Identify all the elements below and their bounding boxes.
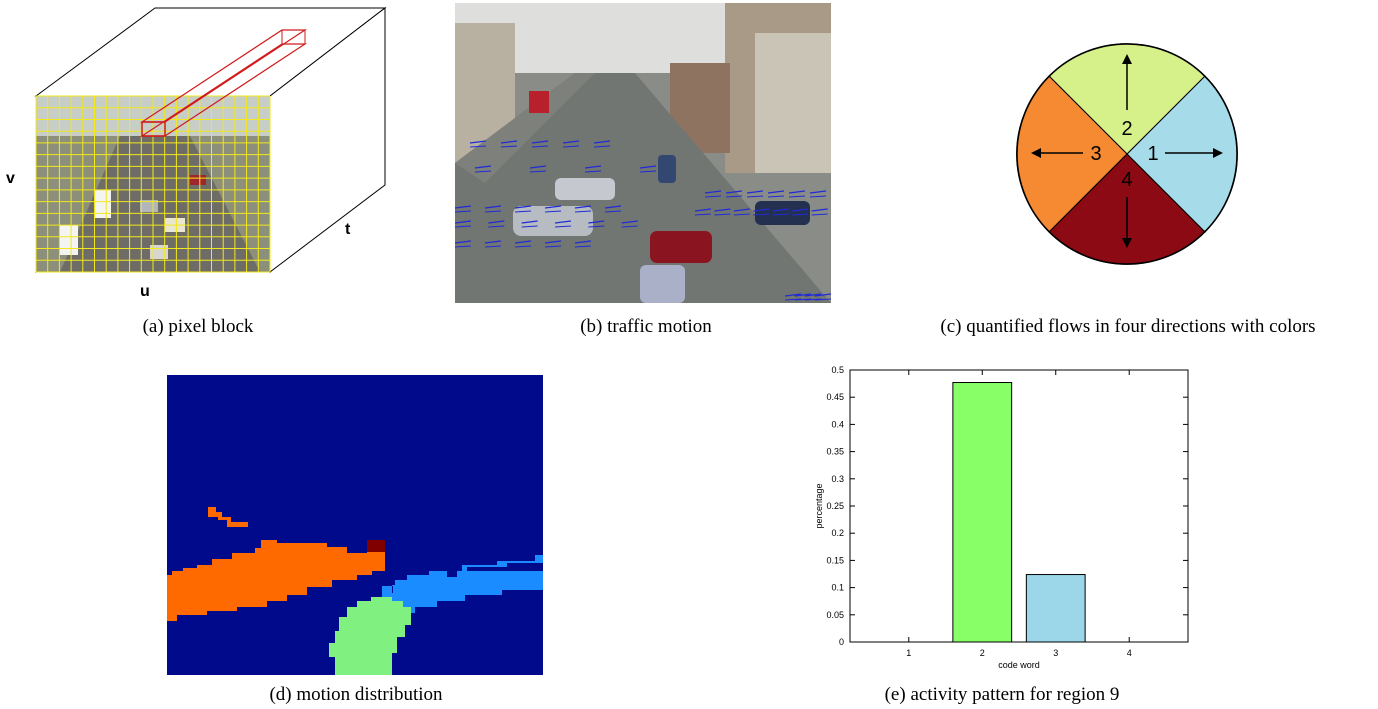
- y-axis-label: percentage: [814, 483, 824, 528]
- sector-label-1: 1: [1147, 143, 1158, 165]
- pixel-block-diagram: v u t: [0, 0, 400, 300]
- x-tick-label: 3: [1053, 648, 1058, 658]
- panel-d-motion-distribution: [167, 375, 543, 675]
- axis-v-label: v: [6, 170, 15, 187]
- caption-e: (e) activity pattern for region 9: [872, 684, 1132, 706]
- y-tick-label: 0.4: [831, 419, 844, 429]
- caption-a: (a) pixel block: [118, 316, 278, 338]
- bar-2: [953, 383, 1012, 642]
- bar-3: [1026, 575, 1085, 642]
- caption-d: (d) motion distribution: [256, 684, 456, 706]
- motion-map: [167, 375, 543, 675]
- x-tick-label: 4: [1127, 648, 1132, 658]
- sector-label-4: 4: [1121, 169, 1132, 191]
- plot-area: [850, 370, 1188, 642]
- activity-bar-chart: 0 0.05 0.1 0.15 0.2 0.25 0.3 0.35 0.4 0.45 0.5 1 2 3 4…: [800, 362, 1200, 682]
- y-tick-label: 0.5: [831, 365, 844, 375]
- x-tick-label: 1: [906, 648, 911, 658]
- y-tick-label: 0.2: [831, 528, 844, 538]
- traffic-photo: [455, 3, 831, 303]
- caption-b: (b) traffic motion: [556, 316, 736, 338]
- panel-c-direction-wheel: 2 1 3 4: [1015, 42, 1240, 267]
- y-tick-label: 0.05: [826, 610, 844, 620]
- y-tick-label: 0: [839, 637, 844, 647]
- direction-wheel: 2 1 3 4: [1015, 42, 1240, 267]
- panel-a-pixel-block: v u t: [0, 0, 400, 340]
- y-tick-label: 0.45: [826, 392, 844, 402]
- y-tick-label: 0.25: [826, 501, 844, 511]
- axis-t-label: t: [345, 221, 351, 238]
- sector-label-3: 3: [1090, 143, 1101, 165]
- axis-u-label: u: [140, 283, 150, 300]
- sector-label-2: 2: [1121, 118, 1132, 140]
- x-tick-label: 2: [980, 648, 985, 658]
- y-tick-label: 0.1: [831, 583, 844, 593]
- caption-c: (c) quantified flows in four directions …: [888, 316, 1368, 338]
- panel-e-activity-chart: 0 0.05 0.1 0.15 0.2 0.25 0.3 0.35 0.4 0.45 0.5 1 2 3 4…: [800, 362, 1200, 682]
- y-tick-label: 0.35: [826, 447, 844, 457]
- y-tick-label: 0.15: [826, 555, 844, 565]
- panel-b-traffic-motion: [455, 3, 831, 303]
- x-axis-label: code word: [998, 660, 1040, 670]
- y-tick-label: 0.3: [831, 474, 844, 484]
